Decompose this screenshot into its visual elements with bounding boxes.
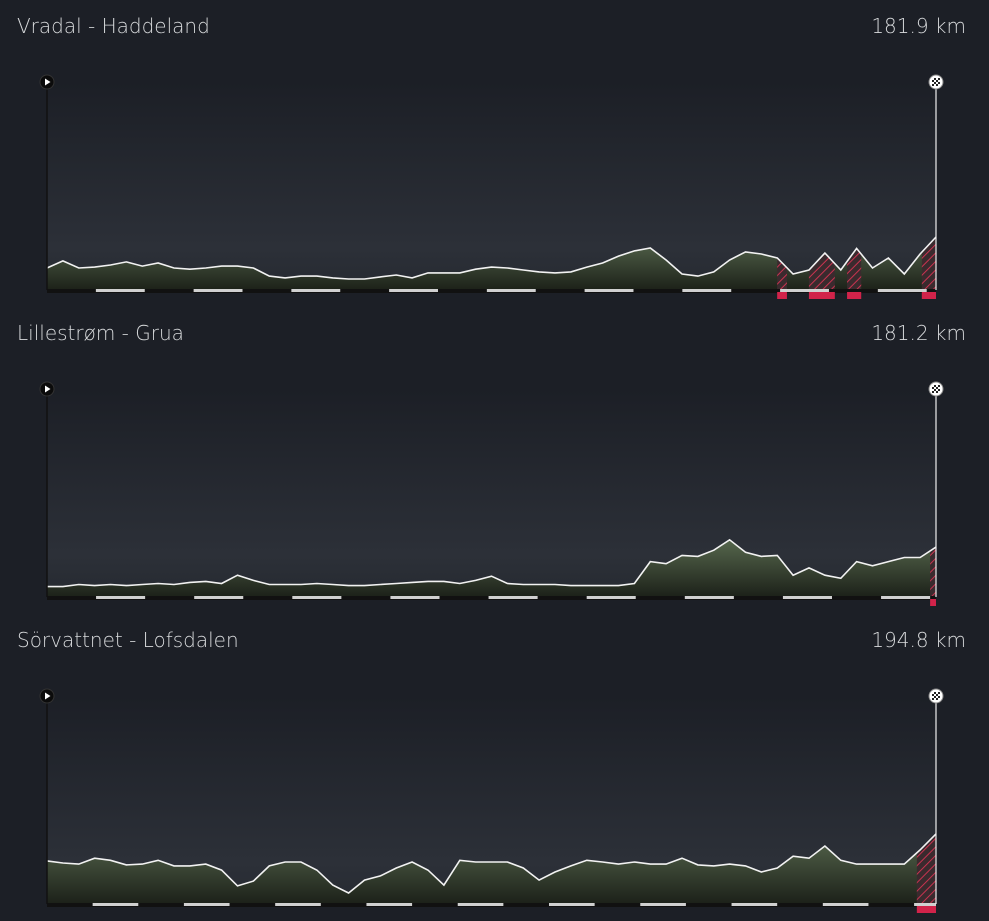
route-title: Lillestrøm - Grua: [17, 321, 184, 345]
finish-check: [936, 80, 938, 82]
finish-check: [936, 391, 938, 393]
climb-bar: [777, 292, 787, 299]
finish-check: [938, 696, 940, 698]
profile-panel: Vradal - Haddeland 181.9 km: [17, 14, 966, 299]
scale-stripe: [292, 596, 342, 599]
scale-stripe: [782, 596, 832, 599]
profile-line: [47, 538, 937, 588]
finish-check: [936, 698, 938, 700]
finish-check: [936, 387, 938, 389]
climb-bar: [921, 292, 936, 299]
scale-stripe: [291, 289, 341, 292]
chart-background: [47, 389, 936, 597]
finish-check: [934, 385, 936, 387]
scale-stripe: [183, 903, 230, 906]
scale-stripe: [549, 903, 595, 906]
scale-stripe: [390, 596, 440, 599]
scale-stripe: [584, 289, 634, 292]
finish-check: [934, 82, 936, 84]
profile-panel: Lillestrøm - Grua 181.2 km: [17, 321, 966, 606]
finish-check: [936, 694, 938, 696]
route-distance: 181.2 km: [871, 321, 966, 345]
finish-check: [932, 84, 934, 86]
scale-stripe: [96, 596, 146, 599]
scale-stripe: [95, 289, 145, 292]
scale-stripe: [488, 596, 538, 599]
scale-stripe: [682, 289, 732, 292]
chart-background: [47, 82, 936, 290]
finish-check: [934, 78, 936, 80]
climb-hatch: [916, 833, 936, 904]
scale-stripe: [457, 903, 504, 906]
profile-area: [47, 539, 936, 597]
climb-bar: [847, 292, 862, 299]
start-arrow: [45, 692, 51, 700]
finish-check: [936, 84, 938, 86]
scale-stripe: [780, 289, 829, 292]
finish-check: [932, 694, 934, 696]
scale-stripe: [877, 289, 927, 292]
scale-stripe: [640, 903, 686, 906]
profile-panel: Sörvattnet - Lofsdalen 194.8 km: [17, 628, 966, 913]
start-arrow: [45, 385, 51, 393]
finish-check: [934, 692, 936, 694]
climb-hatch: [921, 237, 936, 290]
finish-check: [938, 82, 940, 84]
scale-stripe: [731, 903, 778, 906]
climb-bar: [930, 599, 936, 606]
scale-stripe: [275, 903, 321, 906]
finish-check: [932, 80, 934, 82]
route-title: Vradal - Haddeland: [17, 14, 210, 38]
finish-check: [938, 78, 940, 80]
profile-line: [46, 833, 937, 894]
finish-check: [938, 389, 940, 391]
scale-stripe: [881, 596, 931, 599]
scale-stripe: [914, 903, 936, 906]
climb-bar: [808, 292, 835, 299]
route-distance: 181.9 km: [871, 14, 966, 38]
finish-check: [932, 387, 934, 389]
scale-stripe: [586, 596, 636, 599]
scale-stripe: [194, 596, 244, 599]
scale-stripe: [822, 903, 869, 906]
finish-check: [932, 698, 934, 700]
start-arrow: [45, 78, 51, 86]
route-distance: 194.8 km: [871, 628, 966, 652]
climb-hatch: [930, 539, 936, 597]
finish-check: [934, 389, 936, 391]
finish-check: [938, 385, 940, 387]
profile-line: [46, 236, 937, 280]
scale-stripe: [486, 289, 536, 292]
finish-check: [932, 391, 934, 393]
scale-stripe: [684, 596, 734, 599]
finish-check: [938, 692, 940, 694]
finish-check: [934, 696, 936, 698]
profile-area: [47, 833, 936, 904]
scale-stripe: [366, 903, 413, 906]
route-title: Sörvattnet - Lofsdalen: [17, 628, 239, 652]
climb-bar: [916, 906, 936, 913]
scale-stripe: [92, 903, 139, 906]
scale-stripe: [193, 289, 243, 292]
scale-stripe: [389, 289, 438, 292]
